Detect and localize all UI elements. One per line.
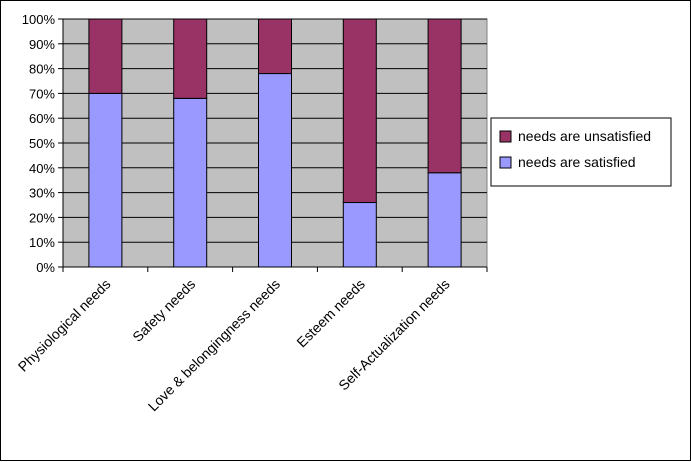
bar-unsatisfied <box>427 18 462 174</box>
legend: needs are unsatisfied needs are satisfied <box>490 117 672 187</box>
legend-label: needs are satisfied <box>518 154 636 170</box>
bar-unsatisfied <box>173 18 208 99</box>
bars <box>88 18 462 268</box>
category-label: Safety needs <box>129 276 198 345</box>
bar-unsatisfied <box>88 18 123 94</box>
y-tick-label: 20% <box>29 210 55 225</box>
bar-satisfied <box>88 92 123 268</box>
bar-satisfied <box>258 73 292 268</box>
legend-swatch <box>499 130 512 143</box>
y-tick-label: 0% <box>36 260 55 275</box>
bar-unsatisfied <box>258 18 292 75</box>
y-tick-label: 100% <box>22 12 56 27</box>
category-label: Physiological needs <box>15 276 114 375</box>
legend-swatch <box>499 156 512 169</box>
y-tick-label: 80% <box>29 62 55 77</box>
y-tick-label: 10% <box>29 235 55 250</box>
y-axis: 0% 10% 20% 30% 40% 50% 60% 70% 80% 90% 100% <box>22 12 64 275</box>
bar-satisfied <box>427 172 462 268</box>
y-tick-label: 70% <box>29 86 55 101</box>
y-tick-label: 60% <box>29 111 55 126</box>
y-tick-label: 30% <box>29 186 55 201</box>
y-tick-label: 40% <box>29 161 55 176</box>
y-tick-label: 90% <box>29 37 55 52</box>
legend-label: needs are unsatisfied <box>518 128 651 144</box>
bar-satisfied <box>342 202 377 268</box>
y-tick-label: 50% <box>29 136 55 151</box>
category-label: Esteem needs <box>293 276 368 351</box>
legend-box <box>490 117 672 187</box>
bar-satisfied <box>173 97 208 268</box>
bar-unsatisfied <box>342 18 377 204</box>
